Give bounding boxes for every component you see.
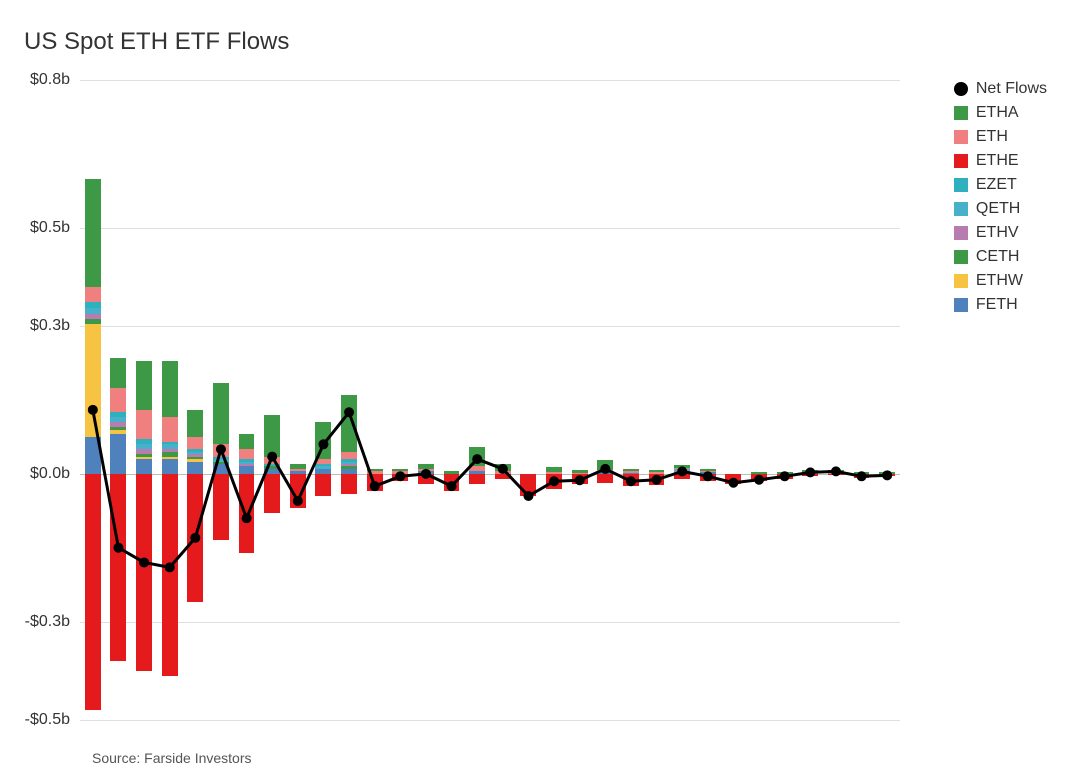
net-flows-marker <box>165 562 175 572</box>
legend-item: ETH <box>954 128 1047 146</box>
net-flows-marker <box>370 481 380 491</box>
legend-item: ETHA <box>954 104 1047 122</box>
legend-label: ETHE <box>976 152 1019 170</box>
net-flows-marker <box>88 405 98 415</box>
y-tick-label: $0.0b <box>30 465 80 483</box>
net-flows-marker <box>318 439 328 449</box>
y-tick-label: $0.8b <box>30 71 80 89</box>
y-tick-label: -$0.5b <box>25 711 80 729</box>
chart-source: Source: Farside Investors <box>92 750 252 766</box>
net-flows-marker <box>242 513 252 523</box>
legend-swatch <box>954 250 968 264</box>
legend-item: EZET <box>954 176 1047 194</box>
net-flows-marker <box>831 466 841 476</box>
net-flows-marker <box>549 476 559 486</box>
legend-label: QETH <box>976 200 1020 218</box>
legend-label: FETH <box>976 296 1018 314</box>
net-flows-marker <box>600 464 610 474</box>
net-flows-marker <box>652 475 662 485</box>
net-flows-marker <box>267 452 277 462</box>
legend-swatch <box>954 226 968 240</box>
net-flows-marker <box>703 471 713 481</box>
legend-label: EZET <box>976 176 1017 194</box>
legend-item: ETHE <box>954 152 1047 170</box>
chart-legend: Net Flows ETHA ETH ETHE EZET QETH ETHV CETH ETHW… <box>954 80 1047 320</box>
chart-plot-area: -$0.5b-$0.3b$0.0b$0.3b$0.5b$0.8b <box>80 80 900 720</box>
net-flows-marker <box>805 467 815 477</box>
net-flows-line <box>80 80 900 720</box>
legend-item: ETHW <box>954 272 1047 290</box>
net-flows-marker <box>498 464 508 474</box>
legend-label: CETH <box>976 248 1020 266</box>
net-flows-marker <box>523 491 533 501</box>
net-flows-marker <box>677 466 687 476</box>
net-flows-marker <box>293 496 303 506</box>
legend-label: ETHV <box>976 224 1019 242</box>
legend-swatch <box>954 178 968 192</box>
legend-label: ETH <box>976 128 1008 146</box>
legend-marker-dot <box>954 82 968 96</box>
legend-item: Net Flows <box>954 80 1047 98</box>
net-flows-marker <box>190 533 200 543</box>
y-tick-label: $0.3b <box>30 317 80 335</box>
legend-swatch <box>954 130 968 144</box>
legend-swatch <box>954 202 968 216</box>
gridline <box>80 720 900 721</box>
legend-label: ETHA <box>976 104 1019 122</box>
net-flows-marker <box>472 454 482 464</box>
net-flows-marker <box>113 543 123 553</box>
legend-swatch <box>954 106 968 120</box>
net-flows-marker <box>216 444 226 454</box>
legend-label: Net Flows <box>976 80 1047 98</box>
y-tick-label: -$0.3b <box>25 613 80 631</box>
legend-item: QETH <box>954 200 1047 218</box>
y-tick-label: $0.5b <box>30 219 80 237</box>
chart-container: US Spot ETH ETF Flows -$0.5b-$0.3b$0.0b$… <box>0 0 1067 780</box>
net-flows-marker <box>344 407 354 417</box>
net-flows-marker <box>882 470 892 480</box>
legend-swatch <box>954 274 968 288</box>
net-flows-marker <box>575 475 585 485</box>
net-flows-marker <box>780 471 790 481</box>
chart-title: US Spot ETH ETF Flows <box>24 28 289 56</box>
net-flows-marker <box>626 476 636 486</box>
net-flows-marker <box>139 557 149 567</box>
net-flows-marker <box>447 481 457 491</box>
net-flows-marker <box>728 478 738 488</box>
legend-item: CETH <box>954 248 1047 266</box>
legend-item: FETH <box>954 296 1047 314</box>
legend-item: ETHV <box>954 224 1047 242</box>
net-flows-marker <box>857 471 867 481</box>
net-flows-marker <box>421 469 431 479</box>
legend-swatch <box>954 298 968 312</box>
legend-label: ETHW <box>976 272 1023 290</box>
net-flows-marker <box>395 471 405 481</box>
net-flows-marker <box>754 475 764 485</box>
legend-swatch <box>954 154 968 168</box>
